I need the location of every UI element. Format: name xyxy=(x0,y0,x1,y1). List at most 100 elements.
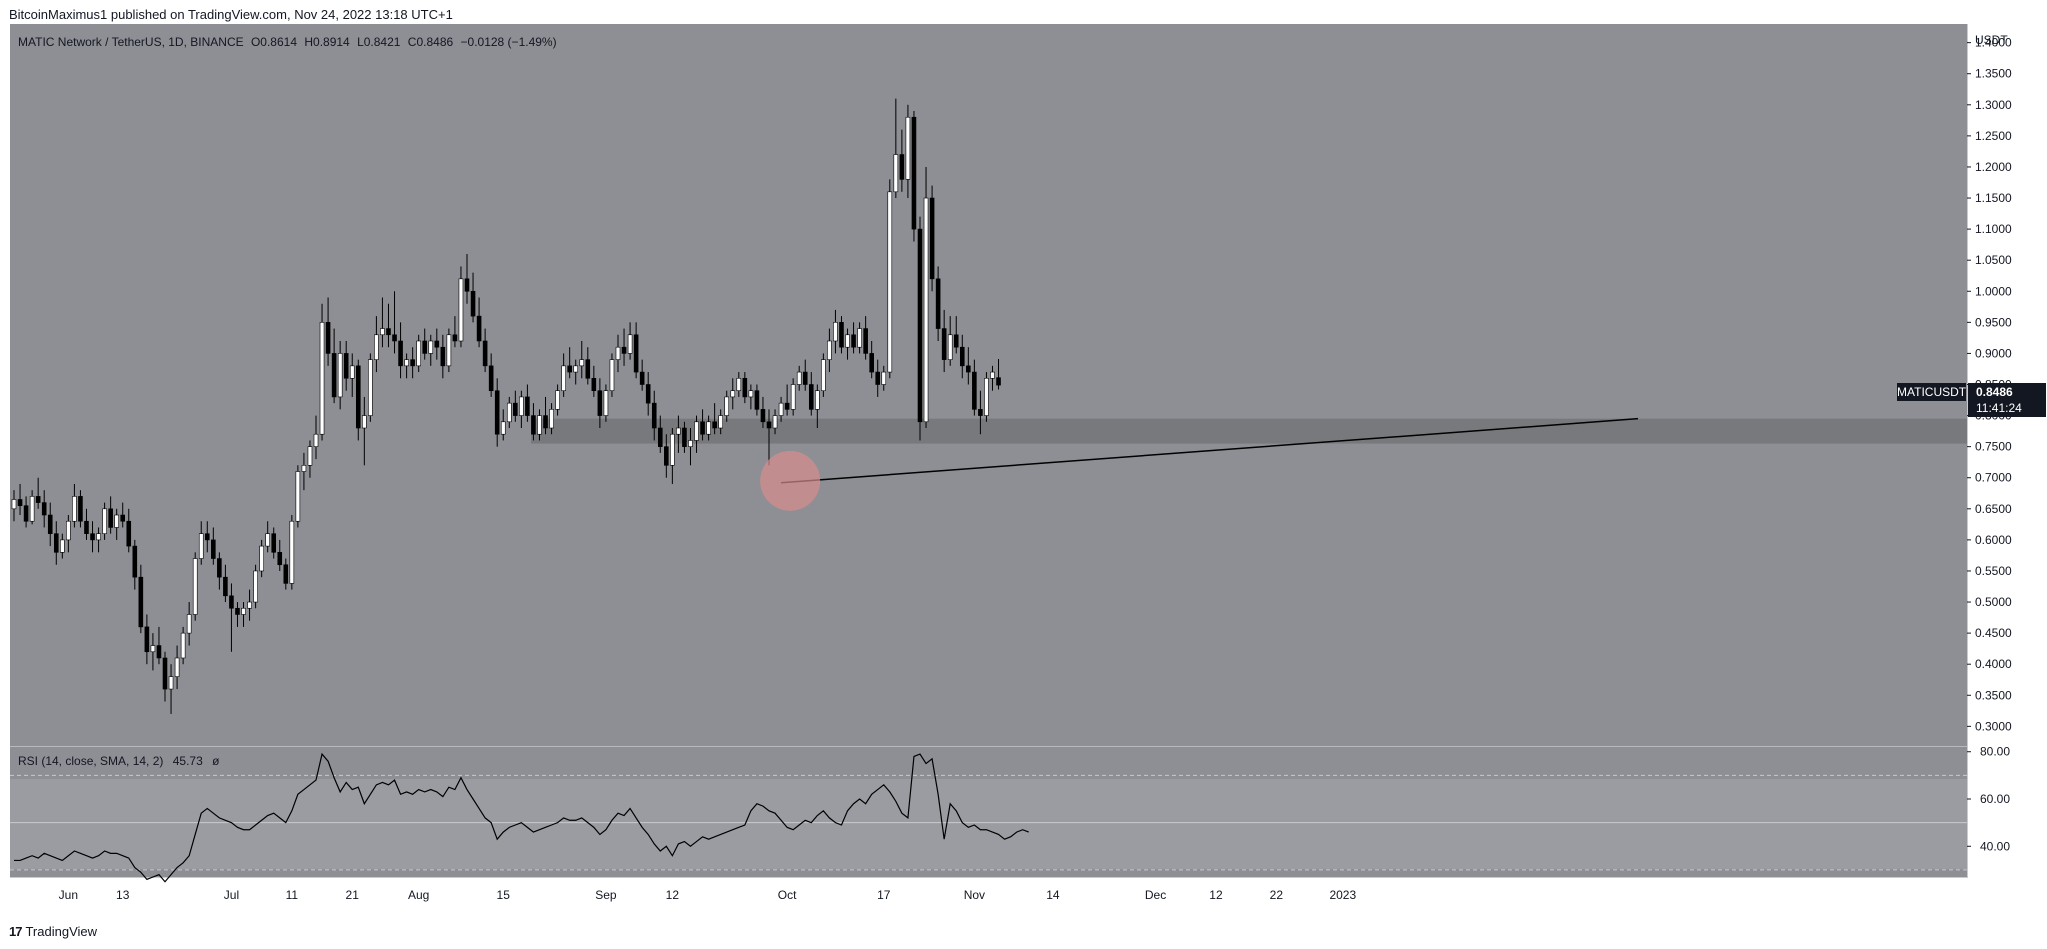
price-tick-label: 0.4000 xyxy=(1975,657,2012,671)
candle xyxy=(476,315,482,342)
price-tick-label: 1.4000 xyxy=(1975,36,2012,50)
price-tick-label: 0.3500 xyxy=(1975,688,2012,702)
footer-brand[interactable]: 17 TradingView xyxy=(9,924,97,939)
change-value: −0.0128 (−1.49%) xyxy=(460,35,557,49)
candle xyxy=(108,508,113,528)
candle xyxy=(11,499,17,510)
candle xyxy=(90,533,95,541)
close-label: C xyxy=(407,35,417,49)
candle xyxy=(392,334,397,342)
time-tick-label: Jul xyxy=(224,888,239,902)
candle xyxy=(851,334,856,348)
time-tick-label: 14 xyxy=(1046,888,1060,902)
time-tick-label: 11 xyxy=(286,888,299,902)
candle xyxy=(464,278,470,292)
candle xyxy=(35,496,41,503)
brand-name: TradingView xyxy=(25,924,98,939)
candle xyxy=(17,499,23,507)
candle xyxy=(688,440,693,447)
bar-countdown: 11:41:24 xyxy=(1976,401,2022,415)
candle xyxy=(132,545,138,578)
candle xyxy=(440,346,446,367)
candle xyxy=(458,278,464,342)
candle xyxy=(784,402,790,410)
candle xyxy=(223,576,228,597)
candle xyxy=(984,377,989,416)
time-tick-label: Oct xyxy=(778,888,797,902)
candle xyxy=(247,601,252,609)
candle xyxy=(941,328,947,360)
time-axis[interactable] xyxy=(10,877,1968,911)
candle xyxy=(742,377,748,398)
candle xyxy=(72,496,77,522)
candle xyxy=(821,359,826,392)
candle xyxy=(368,359,373,416)
candle xyxy=(96,533,101,541)
candle xyxy=(579,359,585,367)
time-tick-label: 17 xyxy=(877,888,891,902)
candle xyxy=(706,421,711,435)
candle xyxy=(923,197,929,423)
candle xyxy=(506,402,512,423)
candle xyxy=(331,353,337,398)
candle xyxy=(217,558,222,578)
price-tick-label: 1.1000 xyxy=(1975,222,2012,236)
candle xyxy=(301,465,307,472)
candle xyxy=(60,539,65,553)
candle xyxy=(573,365,579,373)
rsi-settings-icon[interactable]: ø xyxy=(212,754,220,768)
price-tick-label: 0.6000 xyxy=(1975,533,2012,547)
candle xyxy=(754,390,760,410)
time-tick-label: 12 xyxy=(1209,888,1223,902)
time-tick-label: 13 xyxy=(116,888,130,902)
last-price-tag: 0.8486 11:41:24 xyxy=(1968,383,2046,417)
candle xyxy=(978,409,983,416)
candle xyxy=(615,346,621,360)
candle xyxy=(488,365,494,392)
candle xyxy=(676,427,681,435)
candle xyxy=(126,520,132,547)
rsi-layer xyxy=(10,752,1967,883)
candle xyxy=(929,197,935,280)
candle xyxy=(772,415,778,429)
candle xyxy=(917,228,923,423)
price-tick-label: 0.9500 xyxy=(1975,315,2012,329)
candle xyxy=(162,657,168,690)
candle xyxy=(319,322,325,435)
candle xyxy=(567,365,572,373)
candle xyxy=(283,564,289,584)
pane-divider[interactable] xyxy=(10,746,1967,747)
candle xyxy=(802,371,808,385)
rsi-tick-label: 80.00 xyxy=(1980,745,2010,759)
candle xyxy=(537,415,542,435)
candle xyxy=(953,334,959,348)
price-tick-label: 0.7000 xyxy=(1975,471,2012,485)
candle xyxy=(138,576,144,628)
price-tick-label: 0.7500 xyxy=(1975,440,2012,454)
price-tick-label: 0.5000 xyxy=(1975,595,2012,609)
candle xyxy=(651,402,657,429)
candle xyxy=(428,340,434,354)
candle xyxy=(724,396,730,416)
highlight-circle xyxy=(760,450,821,511)
time-tick-label: 2023 xyxy=(1329,888,1356,902)
price-scale[interactable] xyxy=(1967,24,2047,877)
last-price: 0.8486 xyxy=(1976,385,2013,399)
candle xyxy=(959,346,965,367)
support-zone xyxy=(531,418,1967,444)
price-tick-label: 1.2500 xyxy=(1975,129,2012,143)
candle xyxy=(23,505,29,522)
time-tick-label: 15 xyxy=(497,888,511,902)
candle xyxy=(362,415,367,429)
candle xyxy=(265,533,270,547)
candle xyxy=(78,496,83,522)
candle xyxy=(561,365,566,392)
candle xyxy=(271,533,277,553)
open-value: 0.8614 xyxy=(260,35,297,49)
candle xyxy=(766,421,772,429)
candle xyxy=(935,278,941,329)
candle xyxy=(53,533,59,553)
support-zone-layer xyxy=(531,418,1967,444)
candle xyxy=(174,657,180,677)
price-axis-unit: USDT xyxy=(1975,33,2008,47)
